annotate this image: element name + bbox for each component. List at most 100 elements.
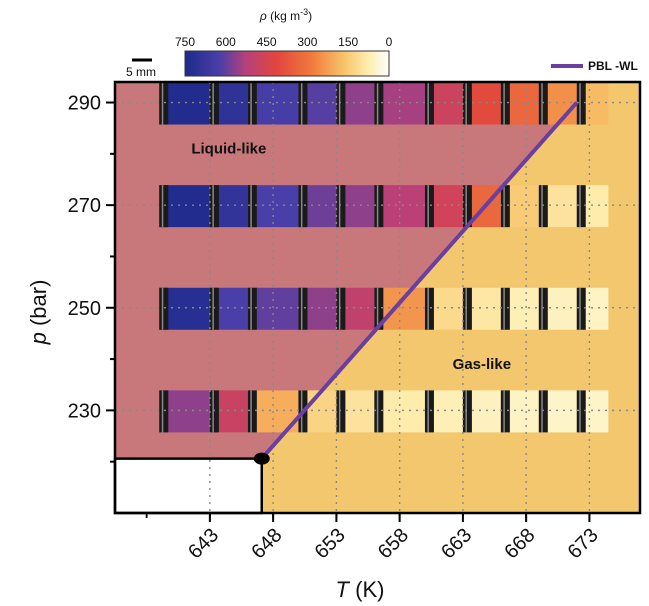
strip-frame-marker — [247, 185, 257, 228]
strip-frame-highlight — [300, 82, 303, 125]
strip-frame-marker — [462, 82, 472, 125]
strip-frame-marker — [538, 287, 548, 330]
y-tick-label: 290 — [68, 93, 101, 115]
strip-frame-marker — [209, 82, 219, 125]
strip-frame-marker — [247, 82, 257, 125]
x-tick-label: 673 — [564, 524, 603, 563]
strip-frame-highlight — [161, 185, 164, 228]
strip-frame-marker — [247, 287, 257, 330]
density-strips — [159, 82, 609, 433]
strip-frame-highlight — [541, 185, 543, 228]
strip-frame-marker — [298, 287, 308, 330]
strip-frame-highlight — [465, 185, 467, 228]
colorbar-gradient — [184, 50, 390, 77]
strip-frame-highlight — [376, 82, 379, 125]
strip-frame-highlight — [161, 390, 164, 433]
strip-frame-marker — [209, 287, 219, 330]
strip-frame-highlight — [376, 287, 379, 330]
strip-frame-highlight — [212, 185, 214, 228]
strip-frame-highlight — [338, 390, 341, 433]
colorbar-tick-labels: 750 600 450 300 150 0 — [175, 35, 393, 49]
x-tick-label: 653 — [311, 524, 350, 563]
strip-frame-marker — [500, 82, 510, 125]
strip-frame-marker — [576, 82, 586, 125]
strip-frame-marker — [159, 390, 169, 433]
strip-frame-marker — [298, 82, 308, 125]
x-tick-label: 648 — [247, 524, 286, 563]
legend: PBL -WL — [551, 59, 638, 73]
x-axis-title: T (K) — [336, 577, 385, 602]
colorbar: ρ (kg m-3) 750 600 450 300 150 0 — [175, 7, 393, 77]
x-tick-label: 643 — [184, 524, 223, 563]
strip-frame-highlight — [300, 185, 303, 228]
colorbar-title: ρ (kg m-3) — [259, 7, 312, 23]
strip-frame-marker — [159, 287, 169, 330]
strip-frame-marker — [576, 390, 586, 433]
strip-frame-marker — [462, 390, 472, 433]
subcritical-blank-region — [113, 457, 263, 515]
strip-frame-highlight — [427, 82, 429, 125]
strip-frame-marker — [424, 82, 434, 125]
strip-frame-marker — [538, 390, 548, 433]
legend-entry-label: PBL -WL — [588, 59, 638, 73]
strip-frame-highlight — [579, 82, 581, 125]
strip-frame-highlight — [250, 82, 252, 125]
strip-frame-highlight — [503, 287, 505, 330]
strip-frame-marker — [209, 185, 219, 228]
strip-frame-marker — [462, 185, 472, 228]
strip-frame-highlight — [161, 287, 164, 330]
density-strip-row — [159, 185, 609, 228]
strip-frame-highlight — [376, 185, 379, 228]
colorbar-tick-label: 300 — [297, 35, 317, 49]
strip-frame-marker — [336, 185, 346, 228]
colorbar-tick-label: 0 — [386, 35, 393, 49]
strip-frame-highlight — [465, 82, 467, 125]
strip-frame-highlight — [338, 185, 341, 228]
strip-frame-highlight — [250, 185, 252, 228]
grid-lines — [115, 82, 640, 513]
strip-frame-marker — [298, 185, 308, 228]
colorbar-tick-label: 750 — [175, 35, 195, 49]
strip-frame-highlight — [427, 390, 429, 433]
strip-frame-highlight — [212, 287, 214, 330]
density-strip-row — [159, 287, 609, 330]
strip-frame-marker — [209, 390, 219, 433]
x-tick-label: 668 — [500, 524, 539, 563]
strip-frame-marker — [374, 185, 384, 228]
scale-bar: 5 mm — [126, 58, 156, 79]
strip-frame-marker — [500, 287, 510, 330]
strip-frame-highlight — [300, 287, 303, 330]
plot-frame — [113, 80, 642, 515]
strip-frame-highlight — [541, 390, 543, 433]
strip-frame-marker — [247, 390, 257, 433]
y-tick-label: 230 — [68, 400, 101, 422]
strip-frame-highlight — [503, 390, 505, 433]
strip-frame-marker — [576, 287, 586, 330]
density-strip-row — [159, 82, 609, 125]
strip-frame-highlight — [503, 185, 505, 228]
strip-frame-highlight — [541, 82, 543, 125]
strip-frame-highlight — [427, 287, 429, 330]
strip-frame-marker — [538, 185, 548, 228]
strip-frame-highlight — [250, 390, 252, 433]
strip-frame-highlight — [250, 287, 252, 330]
y-axis-title: p (bar) — [26, 280, 51, 346]
strip-frame-highlight — [338, 82, 341, 125]
y-tick-label: 270 — [68, 195, 101, 217]
colorbar-tick-label: 450 — [257, 35, 277, 49]
strip-frame-marker — [336, 82, 346, 125]
strip-frame-marker — [424, 185, 434, 228]
density-strip-row — [159, 390, 609, 433]
x-tick-label: 663 — [437, 524, 476, 563]
strip-frame-highlight — [212, 390, 214, 433]
gas-like-label: Gas-like — [453, 356, 511, 373]
strip-frame-marker — [374, 390, 384, 433]
scale-bar-label: 5 mm — [126, 65, 156, 79]
colorbar-tick-label: 150 — [338, 35, 358, 49]
strip-frame-highlight — [161, 82, 164, 125]
strip-frame-marker — [374, 82, 384, 125]
critical-point-marker — [253, 452, 270, 465]
strip-frame-highlight — [338, 287, 341, 330]
strip-frame-marker — [576, 185, 586, 228]
